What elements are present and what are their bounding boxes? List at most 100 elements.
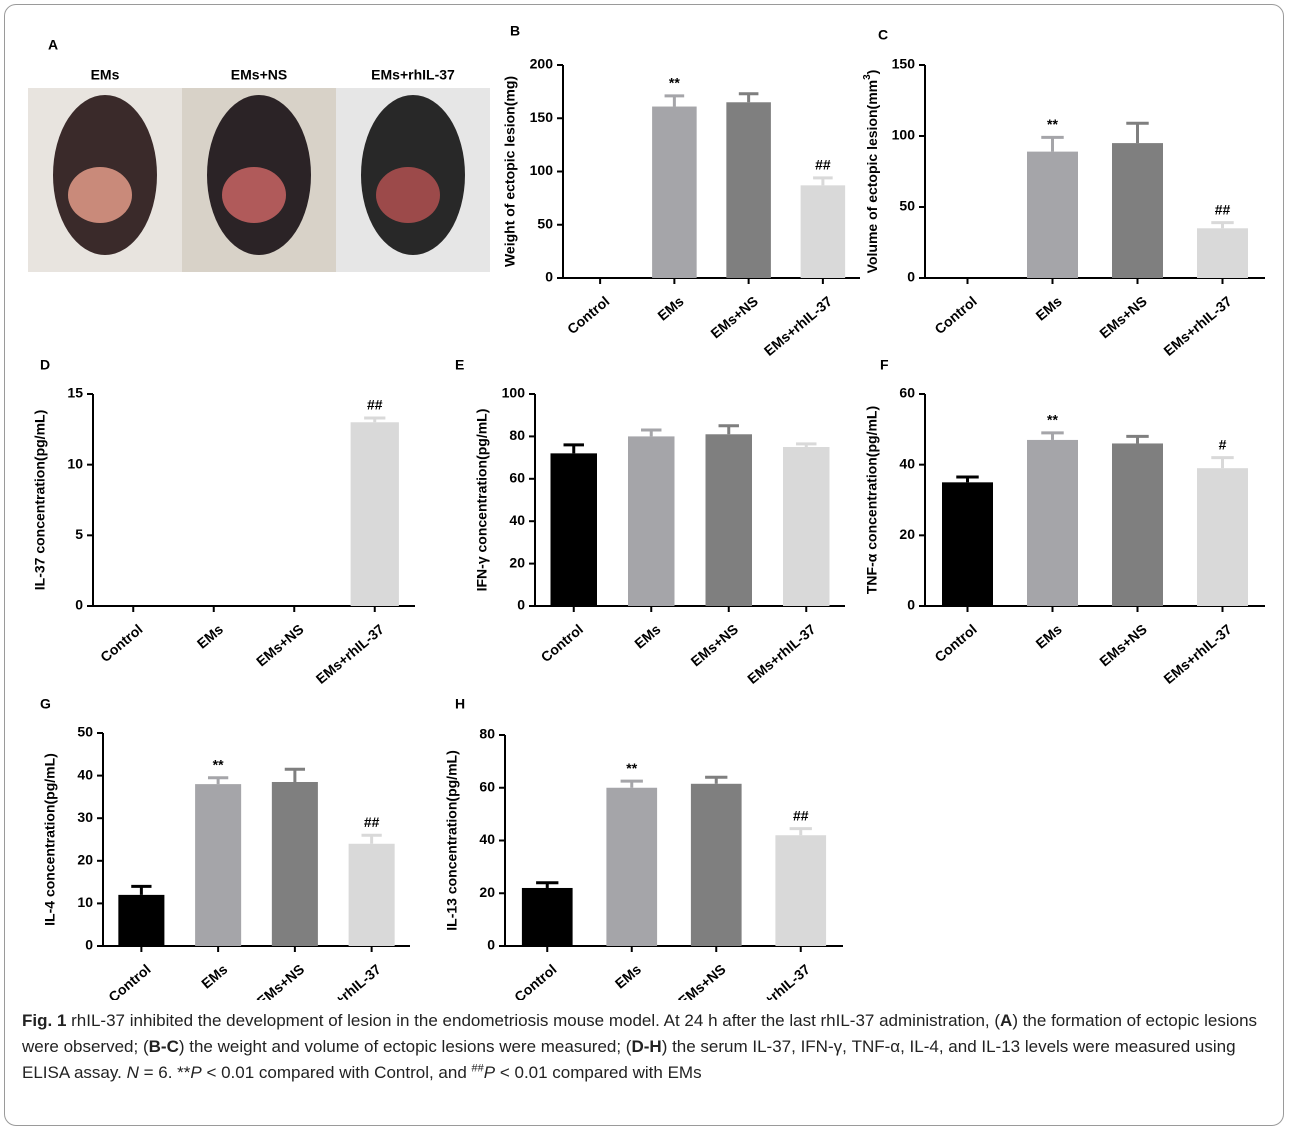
significance-label: ## bbox=[815, 157, 831, 173]
x-tick-label: EMs+NS bbox=[675, 961, 729, 1000]
x-tick-label: EMs+rhIL-37 bbox=[313, 621, 388, 687]
bar bbox=[775, 835, 826, 946]
y-tick-label: 40 bbox=[899, 455, 915, 471]
y-tick-label: 150 bbox=[530, 109, 554, 125]
bar bbox=[522, 888, 573, 946]
x-tick-label: Control bbox=[931, 293, 979, 337]
error-bar bbox=[364, 418, 385, 422]
caption-run: N bbox=[127, 1063, 139, 1082]
error-bar bbox=[536, 883, 558, 888]
significance-label: ## bbox=[1215, 201, 1231, 217]
page: AEMsEMs+NSEMs+rhIL-37BWeight of ectopic … bbox=[0, 0, 1290, 1132]
significance-label: ** bbox=[213, 756, 224, 772]
y-tick-label: 200 bbox=[530, 56, 554, 72]
y-tick-label: 0 bbox=[75, 597, 83, 613]
bar bbox=[706, 434, 753, 606]
lesion-area bbox=[376, 167, 440, 223]
panel-letter: D bbox=[40, 357, 50, 373]
caption: Fig. 1 rhIL-37 inhibited the development… bbox=[22, 1008, 1267, 1086]
significance-label: ** bbox=[1047, 116, 1058, 132]
figure: AEMsEMs+NSEMs+rhIL-37BWeight of ectopic … bbox=[0, 0, 1290, 1000]
significance-label: ** bbox=[1047, 412, 1058, 428]
photo-label: EMs bbox=[91, 67, 120, 83]
x-tick-label: EMs+NS bbox=[707, 293, 761, 342]
error-bar bbox=[564, 445, 584, 453]
x-tick-label: EMs+NS bbox=[688, 621, 742, 670]
x-tick-label: EMs+rhIL-37 bbox=[744, 621, 819, 687]
bar bbox=[1197, 468, 1248, 606]
y-axis-label: Volume of ectopic lesion(mm3) bbox=[862, 70, 880, 274]
caption-run: ) the weight and volume of ectopic lesio… bbox=[179, 1037, 632, 1056]
y-tick-label: 0 bbox=[907, 269, 915, 285]
y-tick-label: 20 bbox=[509, 554, 525, 570]
y-tick-label: 100 bbox=[530, 162, 554, 178]
bar bbox=[942, 482, 993, 606]
y-tick-label: 80 bbox=[479, 726, 495, 742]
bar bbox=[606, 788, 657, 946]
y-tick-label: 15 bbox=[67, 385, 83, 401]
y-tick-label: 20 bbox=[899, 526, 915, 542]
bar bbox=[195, 784, 241, 946]
x-tick-label: EMs bbox=[1032, 293, 1064, 324]
y-tick-label: 10 bbox=[67, 455, 83, 471]
y-tick-label: 50 bbox=[899, 198, 915, 214]
photo-label: EMs+rhIL-37 bbox=[371, 67, 455, 83]
caption-run: Fig. 1 bbox=[22, 1011, 66, 1030]
error-bar bbox=[1211, 223, 1233, 229]
x-tick-label: EMs bbox=[631, 621, 663, 652]
y-axis-label-part: ) bbox=[864, 70, 880, 75]
x-tick-label: Control bbox=[105, 961, 153, 1000]
caption-run: D-H bbox=[631, 1037, 661, 1056]
error-bar bbox=[813, 178, 833, 185]
error-bar bbox=[131, 886, 151, 895]
caption-run: A bbox=[1000, 1011, 1012, 1030]
error-bar bbox=[1126, 436, 1148, 443]
x-tick-label: EMs+rhIL-37 bbox=[739, 961, 814, 1000]
error-bar bbox=[719, 426, 739, 434]
bar bbox=[1027, 152, 1078, 278]
x-tick-label: EMs+rhIL-37 bbox=[1160, 293, 1235, 359]
error-bar bbox=[739, 94, 759, 103]
y-axis-label: IFN-γ concentration(pg/mL) bbox=[474, 409, 490, 592]
significance-label: ## bbox=[364, 814, 380, 830]
caption-run: < 0.01 compared with Control, and bbox=[202, 1063, 472, 1082]
y-tick-label: 40 bbox=[509, 512, 525, 528]
y-tick-label: 20 bbox=[77, 852, 93, 868]
lesion-area bbox=[68, 167, 132, 223]
bar bbox=[118, 895, 164, 946]
bar bbox=[1112, 443, 1163, 606]
bar bbox=[1112, 143, 1163, 278]
x-tick-label: Control bbox=[564, 293, 612, 337]
error-bar bbox=[665, 96, 685, 107]
y-tick-label: 60 bbox=[509, 470, 525, 486]
x-tick-label: EMs+rhIL-37 bbox=[310, 961, 385, 1000]
error-bar bbox=[956, 477, 978, 482]
y-tick-label: 50 bbox=[77, 724, 93, 740]
bar bbox=[551, 453, 598, 606]
bar bbox=[691, 784, 742, 946]
caption-run: ## bbox=[472, 1062, 484, 1074]
y-tick-label: 100 bbox=[502, 385, 526, 401]
caption-run: rhIL-37 inhibited the development of les… bbox=[66, 1011, 1000, 1030]
bar bbox=[349, 844, 395, 946]
x-tick-label: Control bbox=[931, 621, 979, 665]
y-tick-label: 150 bbox=[892, 56, 916, 72]
x-tick-label: EMs bbox=[1032, 621, 1064, 652]
y-tick-label: 0 bbox=[85, 937, 93, 953]
bar bbox=[652, 107, 697, 278]
x-tick-label: Control bbox=[511, 961, 559, 1000]
y-tick-label: 5 bbox=[75, 526, 83, 542]
y-tick-label: 20 bbox=[479, 884, 495, 900]
error-bar bbox=[1041, 433, 1063, 440]
y-tick-label: 40 bbox=[479, 831, 495, 847]
x-tick-label: EMs bbox=[654, 293, 686, 324]
error-bar bbox=[1126, 123, 1148, 143]
panel-letter: E bbox=[455, 357, 464, 373]
x-tick-label: EMs+NS bbox=[1096, 293, 1150, 342]
caption-run: P bbox=[190, 1063, 201, 1082]
y-axis-label-part: Volume of ectopic lesion(mm bbox=[864, 80, 880, 273]
x-tick-label: EMs+NS bbox=[254, 961, 308, 1000]
bar bbox=[628, 436, 675, 606]
significance-label: # bbox=[1219, 436, 1227, 452]
panel-letter: F bbox=[880, 357, 889, 373]
